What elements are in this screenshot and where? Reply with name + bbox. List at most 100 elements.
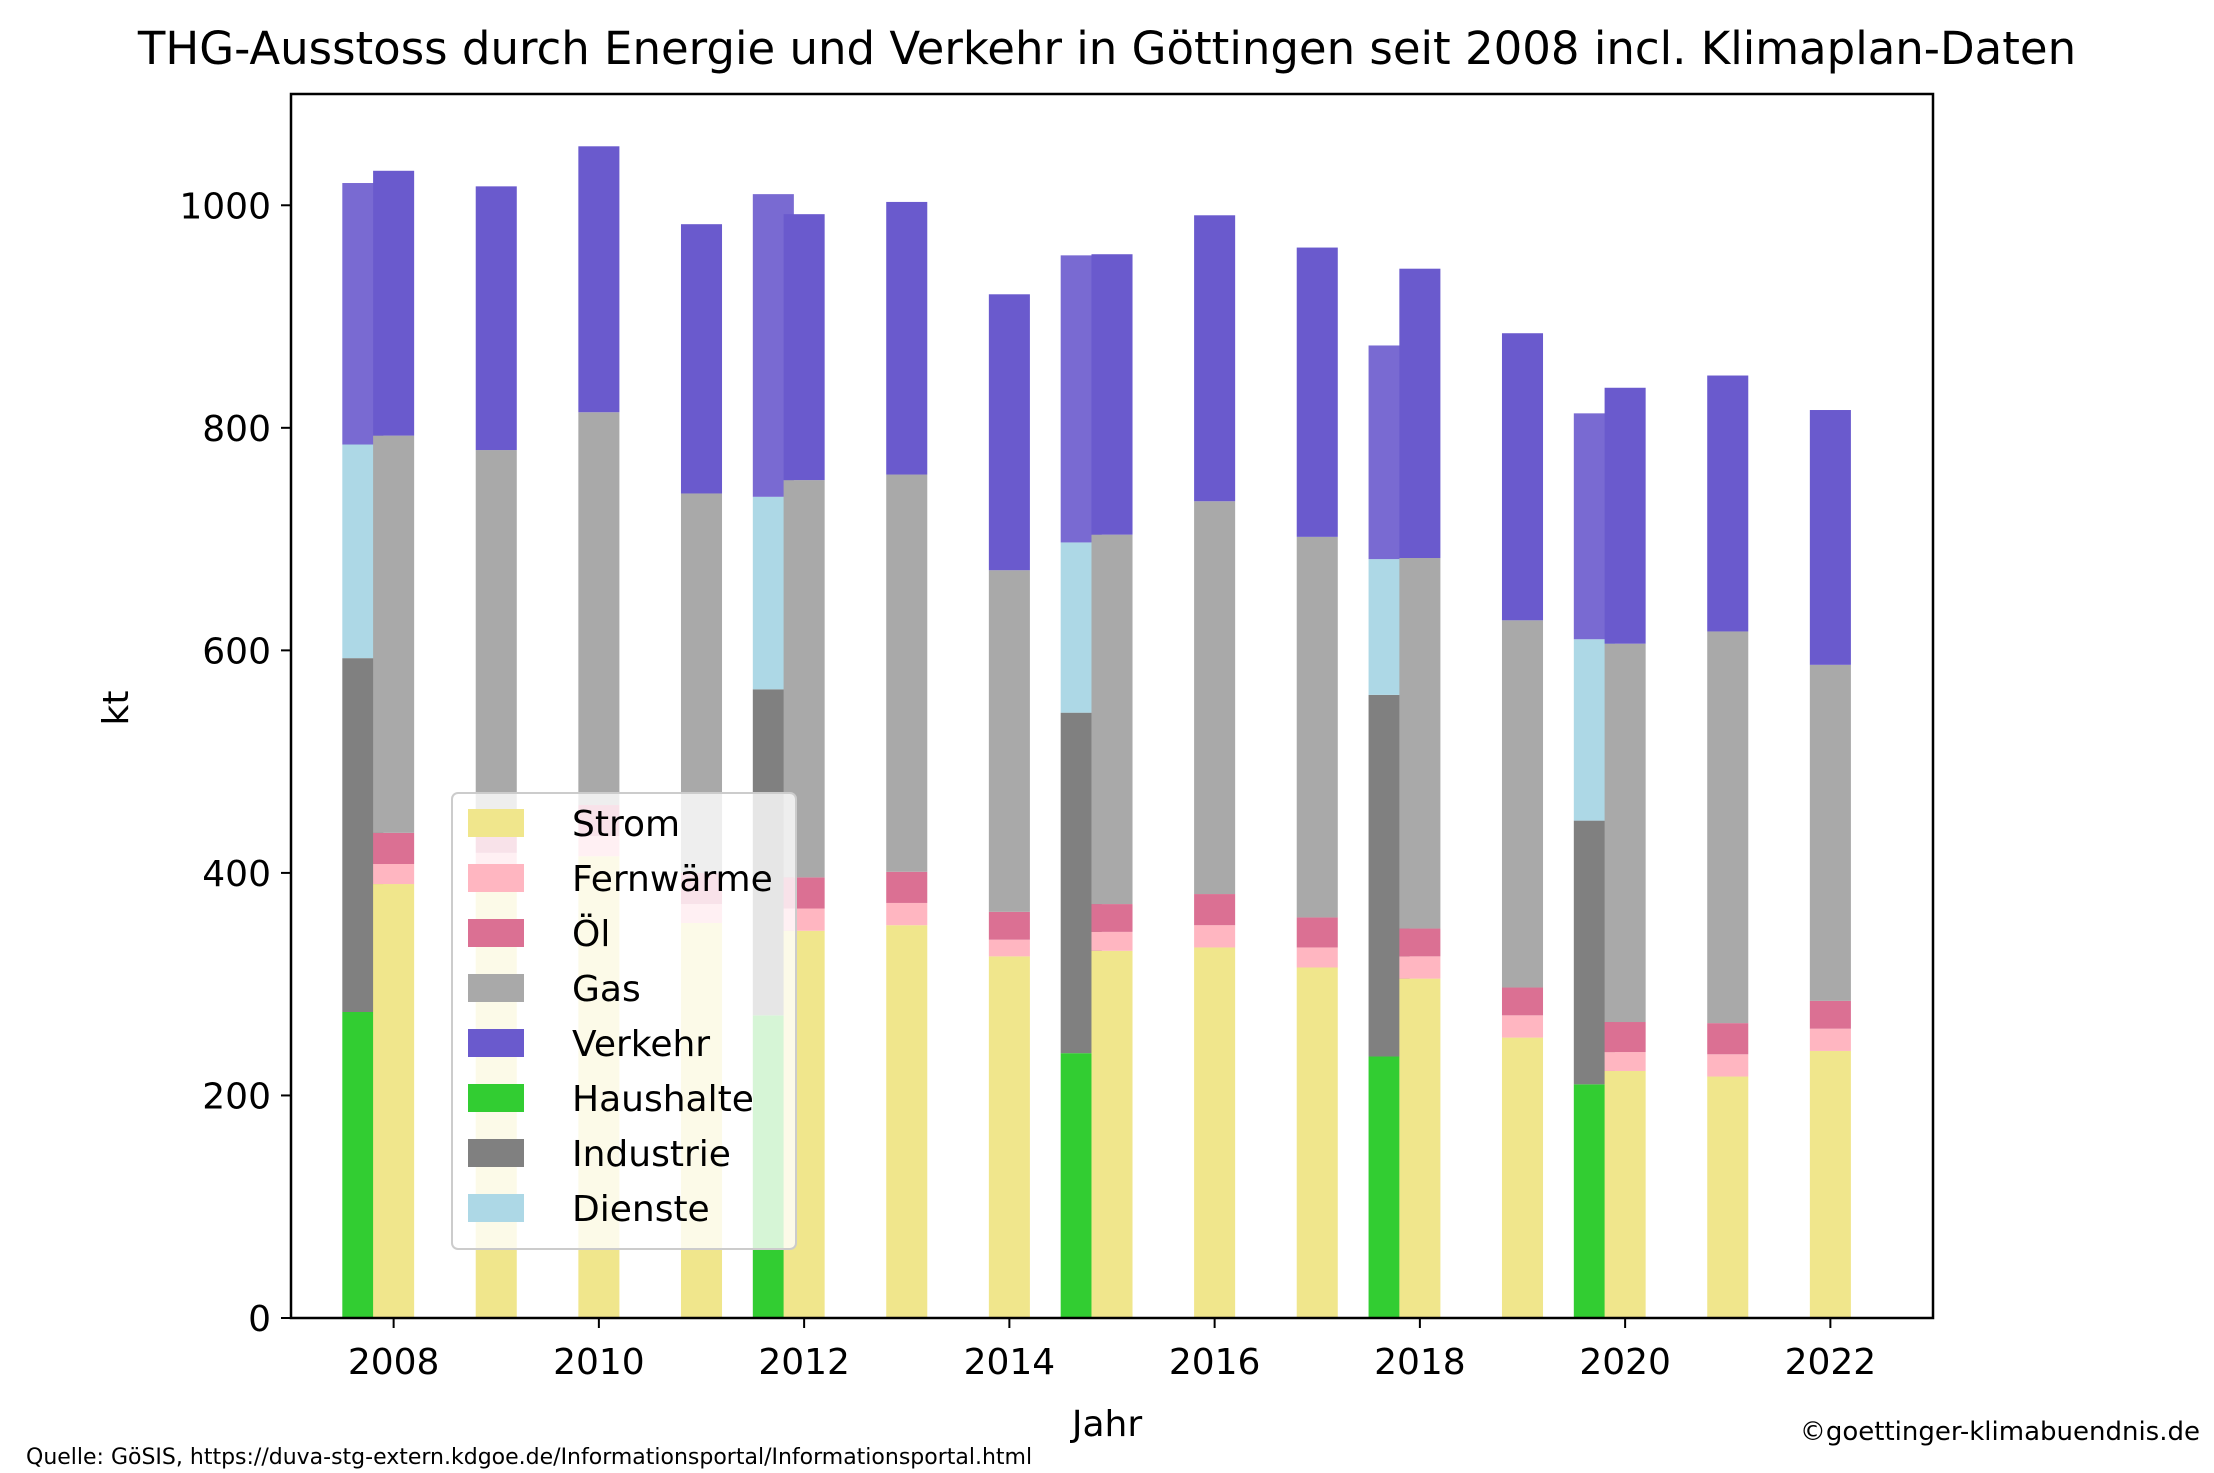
source-footnote: Quelle: GöSIS, https://duva-stg-extern.k…: [26, 1445, 1032, 1470]
bar-strom-2017: [1296, 967, 1338, 1318]
x-tick-label: 2012: [758, 1342, 850, 1383]
bar-oel-2021: [1707, 1023, 1749, 1055]
bar-gas-2021: [1707, 631, 1749, 1024]
legend-label-gas: Gas: [572, 969, 641, 1010]
bar-strom-2013: [886, 925, 928, 1318]
legend: Strom Fernwärme Öl Gas Verkehr Haushalte Indus…: [451, 792, 797, 1250]
bar-verkehr-2019: [1501, 333, 1544, 621]
bar-fernwaerme-2016: [1194, 925, 1236, 948]
bar-verkehr-2020: [1604, 387, 1646, 644]
legend-swatch-verkehr: [468, 1029, 524, 1057]
bar-fernwaerme-2020: [1604, 1052, 1646, 1071]
bar-verkehr-2022: [1809, 410, 1851, 665]
bar-verkehr-2017: [1296, 247, 1338, 537]
bar-gas-2022: [1809, 664, 1851, 1001]
plot-frame: [289, 92, 1935, 1320]
legend-label-strom: Strom: [572, 804, 680, 845]
bar-gas-2013: [886, 474, 928, 872]
bar-gas-2015: [1091, 534, 1133, 905]
legend-swatch-industrie: [468, 1139, 524, 1167]
y-tick-label: 1000: [179, 186, 271, 227]
bar-strom-2020: [1604, 1070, 1646, 1318]
bar-fernwaerme-2014: [988, 939, 1030, 957]
bar-verkehr-2011: [680, 224, 723, 494]
legend-swatch-strom: [468, 809, 524, 837]
bar-strom-2019: [1501, 1037, 1544, 1318]
legend-swatch-gas: [468, 974, 524, 1002]
bar-verkehr-2009: [475, 186, 517, 451]
y-tick-label: 200: [202, 1076, 271, 1117]
bar-fernwaerme-2015: [1091, 931, 1133, 951]
bar-verkehr-2018: [1399, 268, 1441, 559]
bar-oel-2013: [886, 871, 928, 903]
bar-verkehr-2010: [578, 146, 620, 413]
bar-oel-2017: [1296, 917, 1338, 948]
bar-strom-2016: [1194, 947, 1236, 1318]
bar-gas-2017: [1296, 536, 1338, 918]
bar-gas-2019: [1501, 620, 1544, 988]
legend-swatch-dienste: [468, 1194, 524, 1222]
legend-box: [451, 792, 797, 1250]
bar-verkehr-2015: [1091, 254, 1133, 535]
axes-layer: 2008 2010 2012 2014 2016 2018 2020 2022 0 200 400 6…: [179, 92, 1935, 1383]
x-tick-label: 2010: [553, 1342, 645, 1383]
bar-verkehr-2016: [1194, 215, 1236, 502]
x-tick-label: 2020: [1579, 1342, 1671, 1383]
bar-fernwaerme-2022: [1809, 1028, 1851, 1051]
bar-gas-2010: [578, 412, 620, 806]
x-tick-label: 2016: [1169, 1342, 1261, 1383]
legend-label-oel: Öl: [572, 913, 610, 955]
bar-fernwaerme-2008: [373, 864, 415, 885]
legend-label-dienste: Dienste: [572, 1189, 710, 1230]
bar-verkehr-2012: [783, 214, 825, 481]
x-tick-label: 2018: [1374, 1342, 1466, 1383]
bar-strom-2014: [988, 956, 1030, 1318]
bar-strom-2008: [373, 884, 415, 1318]
bar-verkehr-2021: [1707, 375, 1749, 632]
legend-label-haushalte: Haushalte: [572, 1079, 754, 1120]
bar-oel-2022: [1809, 1000, 1851, 1029]
bar-gas-2008: [373, 435, 415, 833]
y-tick-label: 800: [202, 409, 271, 450]
y-tick-label: 400: [202, 854, 271, 895]
bar-verkehr-2013: [886, 201, 928, 475]
legend-label-fernwaerme: Fernwärme: [572, 859, 773, 900]
bar-gas-2020: [1604, 643, 1646, 1023]
legend-label-industrie: Industrie: [572, 1134, 731, 1175]
bar-strom-2018: [1399, 978, 1441, 1318]
bar-oel-2008: [373, 832, 415, 865]
y-tick-label: 600: [202, 631, 271, 672]
bar-gas-2009: [475, 450, 517, 822]
chart-title: THG-Ausstoss durch Energie und Verkehr i…: [137, 22, 2076, 75]
legend-swatch-oel: [468, 919, 524, 947]
bar-fernwaerme-2018: [1399, 956, 1441, 979]
bar-strom-2021: [1707, 1076, 1749, 1318]
bar-strom-2015: [1091, 950, 1133, 1318]
bar-fernwaerme-2021: [1707, 1054, 1749, 1077]
bar-fernwaerme-2019: [1501, 1015, 1544, 1038]
bar-oel-2015: [1091, 904, 1133, 932]
bar-gas-2014: [988, 570, 1030, 912]
x-tick-label: 2008: [348, 1342, 440, 1383]
x-axis-label: Jahr: [1070, 1404, 1142, 1445]
bar-oel-2020: [1604, 1022, 1646, 1053]
legend-swatch-haushalte: [468, 1084, 524, 1112]
y-tick-label: 0: [248, 1299, 271, 1340]
bar-fernwaerme-2017: [1296, 947, 1338, 968]
bar-oel-2016: [1194, 894, 1236, 926]
bar-oel-2014: [988, 911, 1030, 940]
x-tick-label: 2022: [1785, 1342, 1877, 1383]
bar-strom-2022: [1809, 1050, 1851, 1318]
legend-swatch-fernwaerme: [468, 864, 524, 892]
bar-gas-2018: [1399, 558, 1441, 929]
bar-oel-2019: [1501, 987, 1544, 1016]
bar-gas-2016: [1194, 501, 1236, 895]
bar-verkehr-2014: [988, 294, 1030, 571]
bar-verkehr-2008: [373, 170, 415, 436]
copyright-notice: ©goettinger-klimabuendnis.de: [1800, 1417, 2200, 1447]
bar-oel-2018: [1399, 928, 1441, 957]
bar-fernwaerme-2013: [886, 902, 928, 926]
x-tick-label: 2014: [964, 1342, 1056, 1383]
y-axis-label: kt: [96, 691, 137, 726]
